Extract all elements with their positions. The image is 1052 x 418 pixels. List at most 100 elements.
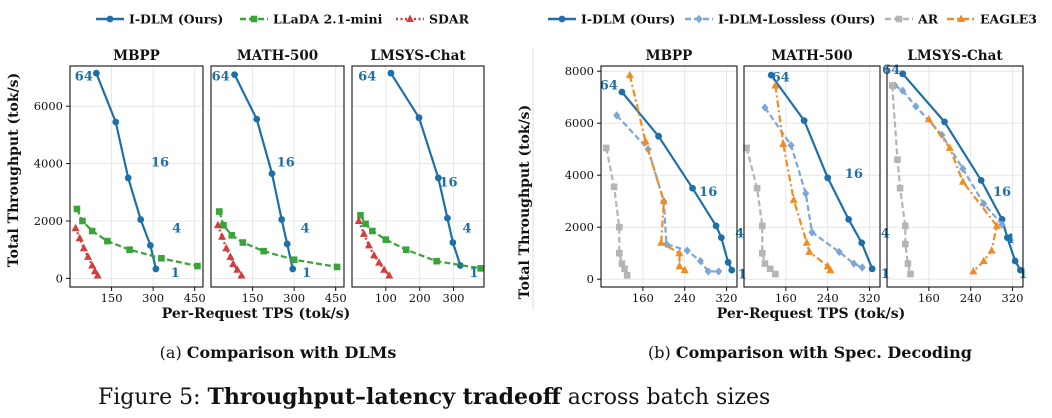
data-point [824, 174, 832, 182]
batch-size-label: 16 [277, 155, 295, 170]
y-tick-label: 2000 [565, 220, 594, 234]
panel-title: MBPP [113, 48, 160, 64]
batch-size-label: 4 [1005, 232, 1014, 247]
data-point [675, 261, 684, 270]
data-point [88, 261, 97, 269]
data-point [779, 139, 788, 147]
data-point [239, 239, 247, 246]
data-point [415, 114, 423, 122]
batch-size-label: 1 [171, 266, 180, 281]
data-point [743, 144, 750, 152]
panel-b-math-500: MATH-500 64 16 4 1 160 240 320 [743, 48, 890, 305]
legend-marker-circle [558, 15, 566, 23]
data-point [969, 267, 978, 275]
data-point [759, 222, 766, 230]
data-point [380, 265, 389, 273]
y-tick-label: 0 [587, 272, 594, 286]
data-point [354, 216, 363, 224]
caption-b: (b) Comparison with Spec. Decoding [648, 343, 972, 362]
data-point [845, 216, 853, 223]
data-point [237, 271, 246, 279]
data-point [290, 256, 298, 264]
x-tick-label: 240 [817, 291, 839, 305]
y-tick-label: 6000 [34, 99, 63, 113]
data-point [655, 132, 662, 140]
caption-b-title: Comparison with Spec. Decoding [676, 343, 972, 362]
data-point [802, 238, 811, 246]
data-point [772, 270, 779, 278]
y-tick-label: 4000 [34, 157, 63, 171]
data-point [980, 199, 988, 208]
panel-title: MATH-500 [771, 48, 852, 64]
data-point [826, 265, 835, 274]
batch-size-label: 64 [75, 69, 93, 84]
data-point [126, 246, 133, 253]
legend-label: SDAR [429, 12, 470, 27]
panel-a-mbpp: MBPP 64 16 4 1 150 300 450 0 2000 4000 6000 [34, 48, 206, 305]
data-point [728, 266, 736, 274]
data-point [979, 256, 988, 264]
data-point [904, 260, 912, 267]
series-line-llada-2-1-mini [75, 208, 198, 268]
panel-frame [886, 65, 1024, 288]
x-tick-label: 320 [859, 291, 881, 305]
panel-b-lmsys-chat: LMSYS-Chat 64 16 4 1 160 240 320 [882, 48, 1027, 305]
data-point [610, 183, 618, 191]
x-tick-label: 450 [325, 291, 347, 305]
caption-b-prefix: (b) [648, 343, 676, 362]
data-point [71, 223, 80, 232]
legend-label: EAGLE3 [980, 12, 1037, 27]
data-point [761, 260, 769, 267]
data-point [902, 222, 909, 230]
x-tick-label: 450 [184, 291, 206, 305]
data-point [1011, 257, 1019, 265]
data-point [805, 247, 814, 255]
data-point [375, 258, 384, 266]
x-tick-label: 160 [632, 291, 654, 305]
data-point [858, 239, 866, 247]
xlabel-b: Per-Request TPS (tok/s) [717, 306, 906, 322]
legend-label: I-DLM-Lossless (Ours) [718, 12, 875, 27]
data-point [766, 265, 774, 273]
series-line-i-dlm-ours- [95, 72, 157, 270]
data-point [724, 258, 732, 266]
batch-size-label: 64 [600, 78, 618, 93]
data-point [194, 262, 201, 270]
batch-size-label: 1 [469, 266, 478, 281]
data-point [899, 70, 907, 78]
data-point [912, 102, 920, 111]
legend-marker-square [250, 15, 258, 23]
batch-size-label: 4 [881, 227, 890, 242]
batch-size-label: 16 [439, 176, 457, 191]
data-point [220, 221, 227, 229]
data-point [896, 184, 904, 192]
data-point [152, 265, 160, 273]
data-point [696, 256, 704, 266]
data-point [79, 217, 86, 225]
series-line-llada-2-1-mini [218, 211, 338, 268]
data-point [618, 88, 626, 96]
legend-marker-square [895, 15, 903, 23]
data-point [657, 238, 666, 246]
data-point [868, 265, 876, 273]
data-point [92, 69, 100, 77]
data-point [382, 236, 390, 243]
legend-label: AR [917, 12, 939, 27]
legend-label: I-DLM (Ours) [581, 12, 675, 27]
y-tick-label: 0 [56, 271, 63, 285]
data-point [683, 246, 691, 255]
series-line-eagle3 [927, 118, 998, 273]
batch-size-label: 1 [302, 266, 311, 281]
data-point [364, 240, 373, 249]
caption-a: (a) Comparison with DLMs [160, 343, 397, 362]
data-point [771, 81, 780, 89]
x-tick-label: 320 [1002, 291, 1024, 305]
data-point [858, 263, 866, 272]
data-point [787, 141, 795, 150]
panel-b-mbpp: MBPP 64 16 4 1 160 240 320 0 2000 4000 6000 8000 [565, 48, 747, 305]
data-point [1003, 234, 1011, 242]
data-point [218, 232, 227, 240]
x-tick-label: 320 [716, 291, 738, 305]
data-point [158, 254, 165, 262]
